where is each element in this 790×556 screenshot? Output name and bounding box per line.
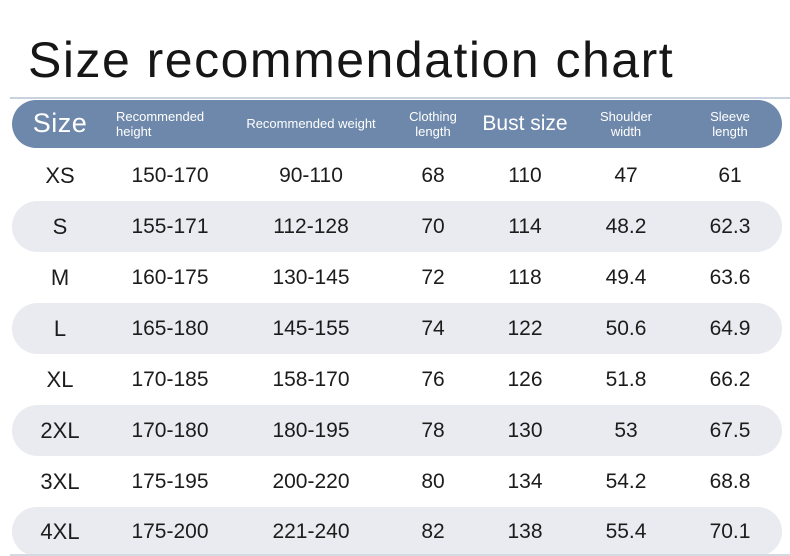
header-cell-label: Clothing length bbox=[409, 108, 457, 139]
cell-size: L bbox=[53, 315, 67, 341]
cell-recommended_height: 170-185 bbox=[131, 367, 209, 391]
table-header-row: Size Recommended height Recommended weig… bbox=[12, 100, 782, 148]
cell-bust_size: 122 bbox=[507, 316, 543, 340]
table-row-2xl: 2XL 170-180 180-195 78 130 53 67.5 bbox=[12, 405, 782, 456]
header-cell-clothing-length: Clothing length bbox=[390, 109, 476, 140]
header-cell-label: Recommended weight bbox=[246, 116, 376, 132]
header-cell-size: Size bbox=[32, 108, 88, 139]
bottom-divider bbox=[10, 554, 790, 556]
cell-recommended_height: 160-175 bbox=[131, 265, 209, 289]
cell-size: M bbox=[50, 264, 70, 290]
cell-clothing_length: 72 bbox=[421, 265, 445, 289]
cell-bust_size: 110 bbox=[508, 163, 542, 187]
cell-recommended_weight: 145-155 bbox=[272, 316, 350, 340]
cell-shoulder_width: 53 bbox=[614, 418, 638, 442]
cell-recommended_height: 150-170 bbox=[131, 163, 209, 187]
table-body: XS 150-170 90-110 68 110 47 61 S 155-171 112-128 7… bbox=[12, 150, 782, 556]
header-cell-label: Shoulder width bbox=[599, 108, 653, 139]
cell-clothing_length: 80 bbox=[421, 469, 445, 493]
cell-sleeve_length: 61 bbox=[718, 163, 742, 187]
cell-sleeve_length: 66.2 bbox=[709, 367, 751, 391]
cell-recommended_weight: 200-220 bbox=[272, 469, 350, 493]
cell-shoulder_width: 55.4 bbox=[605, 519, 647, 543]
cell-clothing_length: 78 bbox=[421, 418, 445, 442]
table-row-4xl: 4XL 175-200 221-240 82 138 55.4 70.1 bbox=[12, 507, 782, 556]
cell-bust_size: 118 bbox=[508, 265, 542, 289]
table-row-s: S 155-171 112-128 70 114 48.2 62.3 bbox=[12, 201, 782, 252]
cell-recommended_weight: 158-170 bbox=[272, 367, 350, 391]
cell-shoulder_width: 54.2 bbox=[605, 469, 647, 493]
size-table: Size Recommended height Recommended weig… bbox=[12, 100, 782, 556]
cell-sleeve_length: 63.6 bbox=[709, 265, 751, 289]
cell-recommended_weight: 180-195 bbox=[272, 418, 350, 442]
cell-recommended_height: 155-171 bbox=[131, 214, 209, 238]
header-cell-label: Recommended height bbox=[116, 108, 205, 139]
cell-sleeve_length: 68.8 bbox=[709, 469, 751, 493]
cell-shoulder_width: 49.4 bbox=[605, 265, 647, 289]
header-cell-sleeve-length: Sleeve length bbox=[678, 109, 782, 140]
cell-shoulder_width: 50.6 bbox=[605, 316, 647, 340]
cell-recommended_height: 170-180 bbox=[131, 418, 209, 442]
cell-recommended_height: 165-180 bbox=[131, 316, 209, 340]
cell-size: 4XL bbox=[40, 518, 80, 544]
page-title: Size recommendation chart bbox=[28, 31, 675, 88]
table-row-xs: XS 150-170 90-110 68 110 47 61 bbox=[12, 150, 782, 201]
cell-bust_size: 114 bbox=[508, 214, 542, 238]
table-row-l: L 165-180 145-155 74 122 50.6 64.9 bbox=[12, 303, 782, 354]
cell-size: 2XL bbox=[40, 417, 80, 443]
cell-sleeve_length: 70.1 bbox=[709, 519, 751, 543]
header-cell-shoulder-width: Shoulder width bbox=[574, 109, 678, 140]
cell-bust_size: 130 bbox=[507, 418, 543, 442]
cell-recommended_weight: 221-240 bbox=[272, 519, 350, 543]
cell-size: XS bbox=[45, 162, 75, 188]
header-cell-bust-size: Bust size bbox=[476, 112, 574, 137]
cell-clothing_length: 70 bbox=[421, 214, 445, 238]
cell-bust_size: 126 bbox=[507, 367, 543, 391]
cell-recommended_weight: 130-145 bbox=[272, 265, 350, 289]
cell-clothing_length: 74 bbox=[421, 316, 445, 340]
header-cell-recommended-height: Recommended height bbox=[108, 109, 232, 140]
header-cell-label: Bust size bbox=[482, 111, 568, 135]
cell-sleeve_length: 62.3 bbox=[709, 214, 751, 238]
cell-clothing_length: 68 bbox=[421, 163, 445, 187]
cell-sleeve_length: 67.5 bbox=[709, 418, 751, 442]
cell-size: S bbox=[52, 213, 68, 239]
cell-bust_size: 138 bbox=[507, 519, 543, 543]
cell-size: XL bbox=[46, 366, 74, 392]
cell-clothing_length: 76 bbox=[421, 367, 445, 391]
top-divider bbox=[10, 97, 790, 99]
cell-recommended_height: 175-195 bbox=[131, 469, 209, 493]
table-row-xl: XL 170-185 158-170 76 126 51.8 66.2 bbox=[12, 354, 782, 405]
cell-clothing_length: 82 bbox=[421, 519, 445, 543]
cell-shoulder_width: 51.8 bbox=[605, 367, 647, 391]
cell-size: 3XL bbox=[40, 468, 80, 494]
cell-recommended_weight: 112-128 bbox=[273, 214, 349, 238]
table-row-3xl: 3XL 175-195 200-220 80 134 54.2 68.8 bbox=[12, 456, 782, 507]
cell-bust_size: 134 bbox=[507, 469, 543, 493]
header-cell-label: Sleeve length bbox=[710, 108, 750, 139]
header-cell-recommended-weight: Recommended weight bbox=[232, 116, 390, 131]
cell-recommended_weight: 90-110 bbox=[279, 163, 343, 187]
table-row-m: M 160-175 130-145 72 118 49.4 63.6 bbox=[12, 252, 782, 303]
cell-shoulder_width: 47 bbox=[614, 163, 638, 187]
cell-shoulder_width: 48.2 bbox=[605, 214, 647, 238]
cell-recommended_height: 175-200 bbox=[131, 519, 209, 543]
cell-sleeve_length: 64.9 bbox=[709, 316, 751, 340]
